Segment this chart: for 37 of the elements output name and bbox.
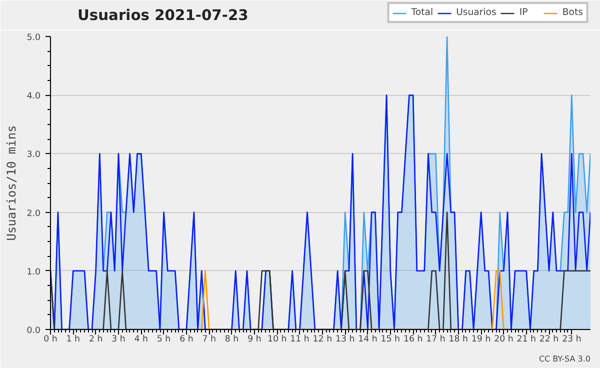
chart-title: Usuarios 2021-07-23 [78,7,248,24]
x-tick-label: 17 h [426,334,446,344]
legend-label: IP [519,7,529,18]
y-axis-title: Usuarios/10 mins [4,125,19,241]
y-tick-label: 4.0 [26,92,41,102]
x-tick-label: 14 h [358,334,378,344]
legend-label: Usuarios [456,7,496,18]
y-tick-label: 1.0 [26,267,41,278]
x-tick-label: 5 h [156,334,171,344]
y-tick-label: 2.0 [26,208,41,219]
text: CC BY-SA 3.0 [538,354,591,364]
x-tick-label: 12 h [312,334,332,344]
x-tick-label: 22 h [539,334,559,344]
x-tick-label: 19 h [471,334,491,344]
x-tick-label: 10 h [267,334,287,344]
x-tick-label: 7 h [202,334,216,344]
y-tick-label: 0.0 [26,326,41,336]
legend-label: Total [411,7,434,18]
x-tick-label: 3 h [112,334,126,344]
x-tick-label: 2 h [88,334,103,344]
x-tick-label: 20 h [494,334,514,344]
x-tick-label: 0 h [44,334,58,344]
x-tick-label: 8 h [224,334,239,344]
x-tick-label: 1 h [66,334,80,344]
x-tick-label: 9 h [248,334,262,344]
x-tick-label: 6 h [180,334,194,344]
x-tick-label: 11 h [290,334,310,344]
x-tick-label: 16 h [403,334,423,344]
x-tick-label: 15 h [380,334,400,344]
legend-label: Bots [562,7,583,18]
x-tick-label: 23 h [562,334,582,344]
x-tick-label: 18 h [448,334,468,344]
x-tick-label: 21 h [516,334,536,344]
x-tick-label: 13 h [335,334,355,344]
y-tick-label: 3.0 [26,150,41,160]
x-tick-label: 4 h [134,334,148,344]
y-tick-label: 5.0 [26,33,41,43]
